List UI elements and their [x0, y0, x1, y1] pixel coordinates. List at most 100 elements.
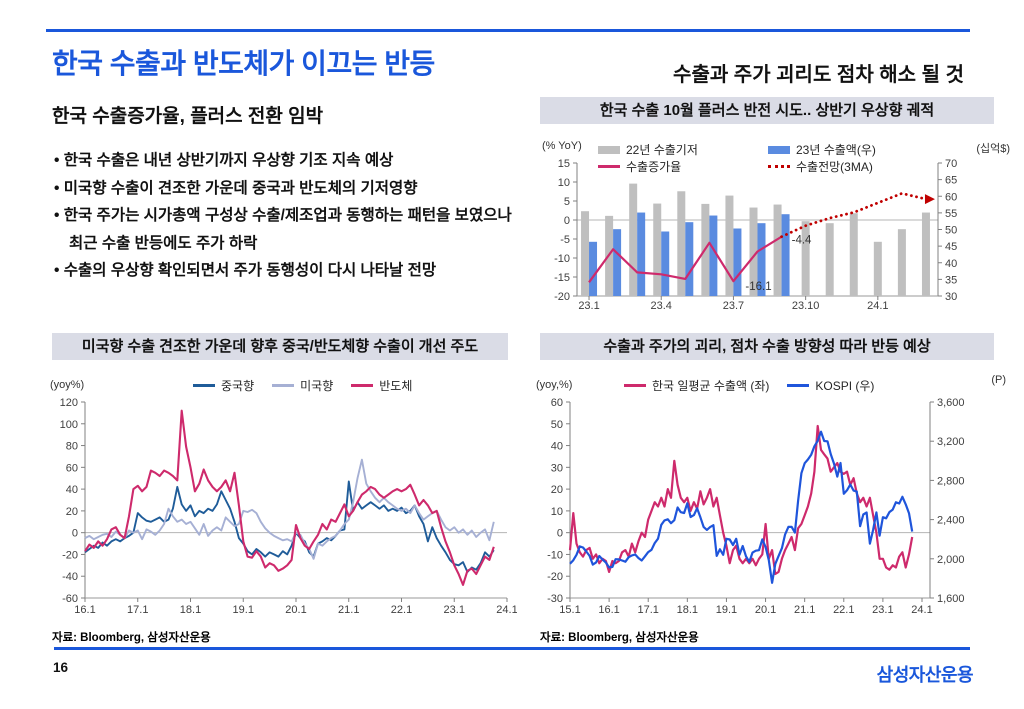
legend-label: KOSPI (우) [815, 379, 875, 393]
svg-text:-40: -40 [62, 571, 78, 583]
bullet-item: 수출의 우상향 확인되면서 주가 동행성이 다시 나타날 전망 [54, 257, 520, 285]
svg-text:21.1: 21.1 [794, 604, 815, 616]
legend-swatch-kospi-line [787, 384, 810, 387]
chart3-right-axis-unit: (P) [991, 374, 1006, 386]
legend-label: 반도체 [379, 379, 413, 393]
svg-text:23.4: 23.4 [651, 300, 672, 312]
legend-swatch-semi-line [351, 384, 374, 387]
svg-text:16.1: 16.1 [74, 604, 95, 616]
svg-text:17.1: 17.1 [638, 604, 659, 616]
svg-text:55: 55 [945, 208, 957, 220]
svg-text:23.7: 23.7 [723, 300, 744, 312]
chart3-canvas: 60 50 40 30 20 10 0 -10 -20 -30 3,600 3,200 2,800 2,4… [547, 397, 965, 616]
svg-text:1,600: 1,600 [937, 593, 965, 605]
chart3-source: 자료: Bloomberg, 삼성자산운용 [540, 632, 699, 644]
svg-text:22.1: 22.1 [391, 604, 412, 616]
svg-text:23.1: 23.1 [872, 604, 893, 616]
chart1-legend: 22년 수출기저 수출증가율 [598, 141, 698, 175]
svg-text:16.1: 16.1 [598, 604, 619, 616]
chart3-legend: 한국 일평균 수출액 (좌) KOSPI (우) [624, 377, 874, 394]
legend-swatch-blue-bar [768, 145, 790, 154]
legend-swatch-export-line [624, 384, 646, 387]
legend-swatch-red-dotted [768, 165, 790, 168]
chart1-header: 한국 수출 10월 플러스 반전 시도.. 상반기 우상향 궤적 [540, 97, 994, 124]
page-title: 한국 수출과 반도체가 이끄는 반등 [52, 48, 435, 79]
svg-text:-16.1: -16.1 [745, 281, 771, 293]
svg-text:60: 60 [66, 462, 78, 474]
svg-text:65: 65 [945, 175, 957, 187]
company-logo: 삼성자산운용 [876, 665, 974, 685]
svg-text:0: 0 [564, 215, 570, 227]
svg-text:19.1: 19.1 [716, 604, 737, 616]
svg-text:0: 0 [557, 528, 563, 540]
bottom-divider [54, 647, 970, 650]
svg-text:15: 15 [558, 158, 570, 170]
svg-text:10: 10 [551, 506, 563, 518]
chart1-export-rebound: (% YoY) (십억$) 22년 수출기저 수출증가율 23년 수출액(우) … [540, 130, 1010, 330]
svg-text:20: 20 [66, 506, 78, 518]
svg-text:120: 120 [60, 397, 78, 409]
legend-swatch-pink-line [598, 165, 620, 168]
svg-text:17.1: 17.1 [127, 604, 148, 616]
legend-swatch-us-line [272, 384, 295, 387]
svg-text:-10: -10 [547, 549, 563, 561]
svg-text:3,600: 3,600 [937, 397, 965, 409]
svg-text:80: 80 [66, 441, 78, 453]
legend-label: 한국 일평균 수출액 (좌) [652, 379, 770, 393]
legend-label: 23년 수출액(우) [796, 143, 876, 157]
legend-swatch-china-line [193, 384, 215, 387]
svg-text:35: 35 [945, 274, 957, 286]
svg-text:19.1: 19.1 [233, 604, 254, 616]
chart2-exports-by-destination: (yoy%) 중국향 미국향 반도체 120 100 80 60 40 20 0 -20 -40… [45, 368, 517, 630]
legend-label: 미국향 [300, 379, 334, 393]
svg-text:20: 20 [551, 484, 563, 496]
svg-text:-20: -20 [554, 291, 570, 303]
svg-text:40: 40 [945, 258, 957, 270]
svg-text:20.1: 20.1 [755, 604, 776, 616]
svg-text:-10: -10 [554, 253, 570, 265]
svg-text:-30: -30 [547, 593, 563, 605]
chart2-source: 자료: Bloomberg, 삼성자산운용 [52, 632, 211, 644]
svg-text:2,800: 2,800 [937, 475, 965, 487]
right-column-title: 수출과 주가 괴리도 점차 해소 될 것 [673, 64, 964, 86]
chart3-left-axis-unit: (yoy,%) [536, 379, 573, 391]
svg-text:21.1: 21.1 [338, 604, 359, 616]
bullet-item: 한국 수출은 내년 상반기까지 우상향 기조 지속 예상 [54, 147, 520, 175]
svg-text:40: 40 [66, 484, 78, 496]
svg-text:60: 60 [551, 397, 563, 409]
svg-text:30: 30 [551, 462, 563, 474]
svg-text:5: 5 [564, 196, 570, 208]
top-divider [46, 29, 970, 32]
svg-text:24.1: 24.1 [496, 604, 517, 616]
svg-text:45: 45 [945, 241, 957, 253]
svg-text:2,000: 2,000 [937, 554, 965, 566]
svg-text:100: 100 [60, 419, 78, 431]
chart1-right-axis-unit: (십억$) [976, 143, 1010, 155]
bullet-list: 한국 수출은 내년 상반기까지 우상향 기조 지속 예상 미국향 수출이 견조한… [54, 147, 520, 285]
bullet-item: 미국향 수출이 견조한 가운데 중국과 반도체의 기저영향 [54, 175, 520, 203]
section-subtitle: 한국 수출증가율, 플러스 전환 임박 [52, 106, 324, 127]
chart3-export-vs-kospi: (yoy,%) (P) 한국 일평균 수출액 (좌) KOSPI (우) 60 5… [534, 368, 1014, 630]
legend-label: 22년 수출기저 [626, 143, 698, 157]
svg-text:23.1: 23.1 [444, 604, 465, 616]
page-number: 16 [53, 660, 69, 675]
legend-label: 수출증가율 [626, 160, 682, 174]
chart3-header: 수출과 주가의 괴리, 점차 수출 방향성 따라 반등 예상 [540, 333, 994, 360]
svg-text:50: 50 [945, 225, 957, 237]
svg-text:20.1: 20.1 [285, 604, 306, 616]
svg-text:-60: -60 [62, 593, 78, 605]
svg-text:70: 70 [945, 158, 957, 170]
svg-text:15.1: 15.1 [559, 604, 580, 616]
svg-text:10: 10 [558, 177, 570, 189]
svg-text:50: 50 [551, 419, 563, 431]
svg-text:18.1: 18.1 [677, 604, 698, 616]
svg-text:23.1: 23.1 [578, 300, 599, 312]
svg-text:60: 60 [945, 191, 957, 203]
svg-text:30: 30 [945, 291, 957, 303]
svg-text:24.1: 24.1 [911, 604, 932, 616]
svg-text:22.1: 22.1 [833, 604, 854, 616]
legend-swatch-gray-bar [598, 145, 620, 154]
chart2-header: 미국향 수출 견조한 가운데 향후 중국/반도체향 수출이 개선 주도 [52, 333, 508, 360]
